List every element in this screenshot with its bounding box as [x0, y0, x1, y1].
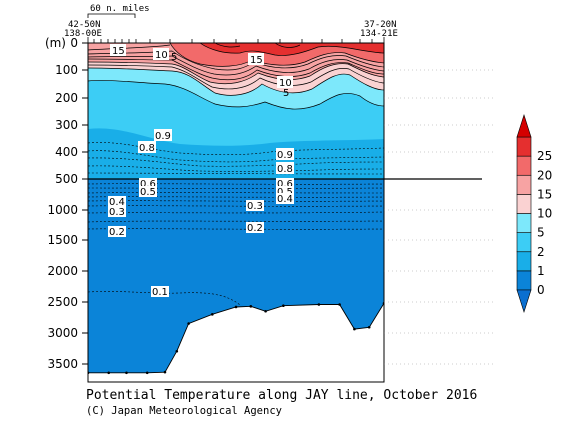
contour-label-0.9-right: 0.9 [277, 150, 293, 161]
contour-label-0.9-left: 0.9 [155, 131, 171, 142]
station-bottom-dot-10 [264, 309, 267, 313]
y-tick-1000: 1000 [47, 203, 78, 217]
y-tick-1500: 1500 [47, 233, 78, 247]
contour-label-0.5-right: 0.5 [277, 187, 293, 198]
station-bottom-dot-3 [145, 371, 149, 375]
contour-label-10-left: 10 [155, 50, 168, 61]
contour-label-0.3-left: 0.3 [109, 207, 125, 218]
y-tick-500: 500 [55, 172, 78, 186]
station-bottom-dot-9 [249, 305, 253, 308]
lower-panel-fill [88, 179, 384, 382]
chart-title: Potential Temperature along JAY line, Oc… [86, 388, 478, 403]
contour-label-5-right: 5 [283, 88, 289, 99]
contour-label-0.4-right: 0.4 [277, 194, 293, 205]
y-tick-300: 300 [55, 118, 78, 132]
left-station-lon: 138-00E [64, 29, 102, 39]
colorbar-swatch-1 [516, 251, 532, 272]
station-bottom-dots [88, 301, 384, 375]
contour-label-0.2-right: 0.2 [247, 223, 263, 234]
station-bottom-dot-1 [107, 371, 111, 375]
y-tick-3000: 3000 [47, 326, 78, 340]
colorbar-swatch-3 [516, 213, 532, 233]
right-station-lat: 37-20N [364, 20, 397, 30]
colorbar-label-2: 2 [537, 245, 545, 259]
contour-label-15-right: 15 [250, 55, 263, 66]
colorbar-swatch-2 [516, 232, 532, 253]
colorbar-label-0: 0 [537, 283, 545, 297]
contour-label-10-right: 10 [279, 78, 292, 89]
colorbar-label-5: 5 [537, 226, 545, 240]
grid-lines [384, 69, 494, 365]
station-bottom-dot-13 [338, 303, 341, 306]
contour-label-5-left: 5 [171, 52, 177, 63]
contour-label-0.6-right: 0.6 [277, 179, 293, 190]
y-tick-100: 100 [55, 63, 78, 77]
contour-label-0.8-right: 0.8 [277, 164, 293, 175]
y-tick-3500: 3500 [47, 357, 78, 371]
contour-label-0.1: 0.1 [152, 287, 168, 298]
contour-label-0.5-left: 0.5 [140, 187, 156, 198]
colorbar-swatch-4 [516, 194, 532, 214]
station-bottom-dot-7 [211, 313, 214, 316]
colorbar-label-20: 20 [537, 168, 552, 182]
scale-bar-label: 60 n. miles [90, 4, 150, 14]
contour-label-0.2-left: 0.2 [109, 227, 125, 238]
y-tick-0: 0 [70, 36, 78, 50]
station-bottom-dot-6 [187, 322, 190, 325]
colorbar-swatch-5 [516, 174, 532, 195]
station-bottom-dot-8 [234, 305, 238, 309]
station-bottom-dot-2 [125, 371, 128, 375]
colorbar-swatch-0 [516, 270, 532, 291]
contour-label-15-left: 15 [112, 46, 125, 57]
colorbar-label-1: 1 [537, 264, 545, 278]
colorbar-label-10: 10 [537, 207, 552, 221]
y-tick-200: 200 [55, 91, 78, 105]
colorbar-swatch-6 [516, 155, 532, 176]
station-bottom-dot-4 [163, 370, 167, 374]
scale-bar [87, 13, 136, 18]
station-bottom-dot-5 [175, 349, 179, 353]
y-tick-2500: 2500 [47, 295, 78, 309]
contour-label-0.4-left: 0.4 [109, 197, 125, 208]
station-bottom-dot-11 [282, 304, 285, 308]
upper-panel-fill [88, 43, 384, 179]
contour-label-0.3-right: 0.3 [247, 201, 263, 212]
left-station-lat: 42-50N [68, 20, 101, 30]
y-axis-unit: (m) [45, 36, 66, 50]
colorbar-max-arrow [516, 114, 532, 138]
right-station-lon: 134-21E [360, 29, 398, 39]
colorbar-label-15: 15 [537, 187, 552, 201]
contour-label-0.8-left: 0.8 [139, 143, 155, 154]
seafloor-mask [88, 303, 384, 382]
y-tick-400: 400 [55, 145, 78, 159]
contour-label-0.6-left: 0.6 [140, 179, 156, 190]
colorbar-swatch-7 [516, 136, 532, 157]
y-tick-2000: 2000 [47, 264, 78, 278]
station-bottom-dot-12 [317, 303, 321, 306]
station-bottom-dot-14 [353, 327, 356, 331]
chart-credit: (C) Japan Meteorological Agency [86, 405, 282, 417]
station-bottom-dot-15 [367, 325, 371, 329]
colorbar-min-arrow [516, 289, 532, 313]
colorbar-label-25: 25 [537, 149, 552, 163]
station-ticks [87, 37, 385, 43]
colorbar [516, 114, 532, 313]
